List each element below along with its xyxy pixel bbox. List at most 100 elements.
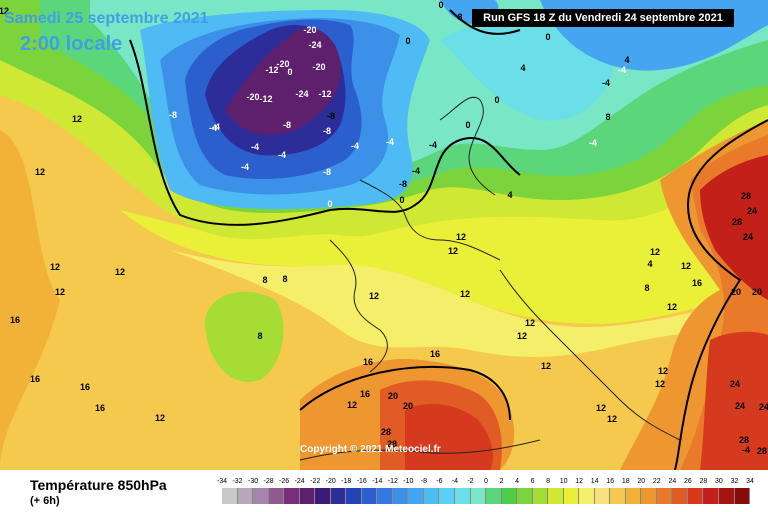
- legend-swatch: [439, 488, 455, 504]
- legend-swatch: [625, 488, 642, 504]
- legend-tick-label: -10: [403, 478, 414, 485]
- isotherm-value-label: 28: [387, 439, 397, 449]
- legend-tick-label: 8: [546, 478, 551, 485]
- isotherm-value-label: 12: [347, 400, 357, 410]
- legend-swatch: [687, 488, 704, 504]
- legend-tick-label: 4: [515, 478, 519, 485]
- legend-swatch: [672, 488, 688, 504]
- legend-swatch: [454, 488, 471, 504]
- legend-swatch: [594, 488, 611, 504]
- isotherm-value-label: 12: [596, 403, 606, 413]
- legend-swatch: [641, 488, 657, 504]
- legend-tick-label: 16: [606, 478, 615, 485]
- isotherm-area: [170, 250, 740, 357]
- isotherm-value-label: 20: [388, 391, 398, 401]
- model-run-banner: Run GFS 18 Z du Vendredi 24 septembre 20…: [472, 9, 734, 27]
- isotherm-value-label: -12: [318, 89, 331, 99]
- isotherm-value-label: 20: [752, 287, 762, 297]
- legend-tick-label: 30: [715, 478, 723, 485]
- isotherm-value-label: 24: [747, 206, 757, 216]
- isotherm-area: [700, 155, 768, 300]
- isotherm-value-label: 12: [0, 6, 9, 16]
- legend-swatch: [563, 488, 580, 504]
- legend-tick-label: 22: [652, 478, 661, 485]
- legend-tick-label: -34: [216, 478, 228, 485]
- isotherm-value-label: -4: [278, 150, 286, 160]
- legend-tick-label: -14: [372, 478, 383, 485]
- legend-swatch: [237, 488, 254, 504]
- isotherm-value-label: 28: [732, 217, 742, 227]
- isotherm-value-label: 12: [55, 287, 65, 297]
- twenty-isotherm-line: [299, 365, 511, 421]
- color-scale-bar: [222, 488, 751, 504]
- legend-panel: Température 850hPa (+ 6h) -34 -32 -30 -28 -2…: [0, 470, 768, 512]
- isotherm-value-label: -4: [386, 137, 394, 147]
- isotherm-value-label: 16: [30, 374, 40, 384]
- legend-swatch: [501, 488, 518, 504]
- legend-swatch: [361, 488, 378, 504]
- legend-tick-label: 12: [575, 478, 584, 485]
- isotherm-value-label: 8: [282, 274, 287, 284]
- isotherm-value-label: 12: [517, 331, 527, 341]
- legend-swatch: [486, 488, 502, 504]
- legend-swatch: [532, 488, 549, 504]
- legend-tick-label: 18: [621, 478, 630, 485]
- legend-swatch: [284, 488, 300, 504]
- legend-swatch: [268, 488, 285, 504]
- isotherm-value-label: 12: [72, 114, 82, 124]
- isotherm-value-label: 0: [465, 120, 470, 130]
- isotherm-value-label: 12: [667, 302, 677, 312]
- isotherm-value-label: 0: [545, 32, 550, 42]
- legend-tick-label: 32: [730, 478, 739, 485]
- isotherm-value-label: -4: [209, 123, 217, 133]
- isotherm-value-label: 24: [759, 402, 768, 412]
- isotherm-value-label: 4: [507, 190, 512, 200]
- legend-swatch: [315, 488, 331, 504]
- legend-swatch: [610, 488, 626, 504]
- isotherm-area: [225, 27, 341, 135]
- lead-time: (+ 6h): [30, 495, 60, 507]
- isotherm-value-label: -4: [241, 162, 249, 172]
- isotherm-value-label: -20: [303, 25, 316, 35]
- zero-isotherm-line: [449, 9, 521, 35]
- isotherm-value-label: 28: [739, 435, 749, 445]
- legend-tick-label: 0: [484, 478, 488, 485]
- isotherm-value-label: -4: [602, 78, 610, 88]
- legend-swatch: [392, 488, 409, 504]
- isotherm-value-label: 12: [448, 246, 458, 256]
- coastline: [329, 239, 388, 373]
- isotherm-value-label: 4: [624, 55, 629, 65]
- isotherm-value-label: 12: [155, 413, 165, 423]
- legend-swatch: [408, 488, 424, 504]
- isotherm-value-label: 16: [430, 349, 440, 359]
- isotherm-value-label: 12: [681, 261, 691, 271]
- isotherm-value-label: 8: [605, 112, 610, 122]
- legend-tick-label: -24: [294, 478, 305, 485]
- legend-swatch: [656, 488, 673, 504]
- isotherm-value-label: 0: [494, 95, 499, 105]
- temperature-map: 12-4 -8-12-20-24-20 -20-24-20 -12 -12-8-8-4-…: [0, 0, 768, 470]
- legend-swatch: [377, 488, 393, 504]
- isotherm-value-label: -8: [323, 167, 331, 177]
- copyright-notice: Copyright © 2021 Meteociel.fr: [300, 444, 441, 455]
- isotherm-value-label: 8: [644, 283, 649, 293]
- legend-tick-label: -30: [247, 478, 259, 485]
- legend-tick-label: 14: [590, 478, 599, 485]
- isotherm-value-label: -8: [327, 111, 335, 121]
- color-scale-ticks: -34 -32 -30 -28 -26 -24 -22 -20 -18 -16 -14 -12 -10-…: [217, 478, 754, 488]
- isotherm-area: [205, 291, 284, 382]
- legend-swatch: [423, 488, 440, 504]
- isotherm-value-label: 24: [743, 232, 753, 242]
- isotherm-value-label: 28: [741, 191, 751, 201]
- isotherm-value-label: -4: [589, 138, 597, 148]
- legend-swatch: [470, 488, 487, 504]
- legend-tick-label: -8: [420, 478, 427, 485]
- isotherm-value-label: 12: [456, 232, 466, 242]
- isotherm-value-label: 12: [460, 289, 470, 299]
- isotherm-value-label: -8: [283, 120, 291, 130]
- isotherm-value-label: -4: [251, 142, 259, 152]
- legend-tick-label: 26: [683, 478, 692, 485]
- legend-tick-label: -28: [263, 478, 274, 485]
- temperature-labels: 12-4 -8-12-20-24-20 -20-24-20 -12 -12-8-8-4-…: [0, 0, 768, 456]
- isotherm-value-label: 20: [731, 287, 741, 297]
